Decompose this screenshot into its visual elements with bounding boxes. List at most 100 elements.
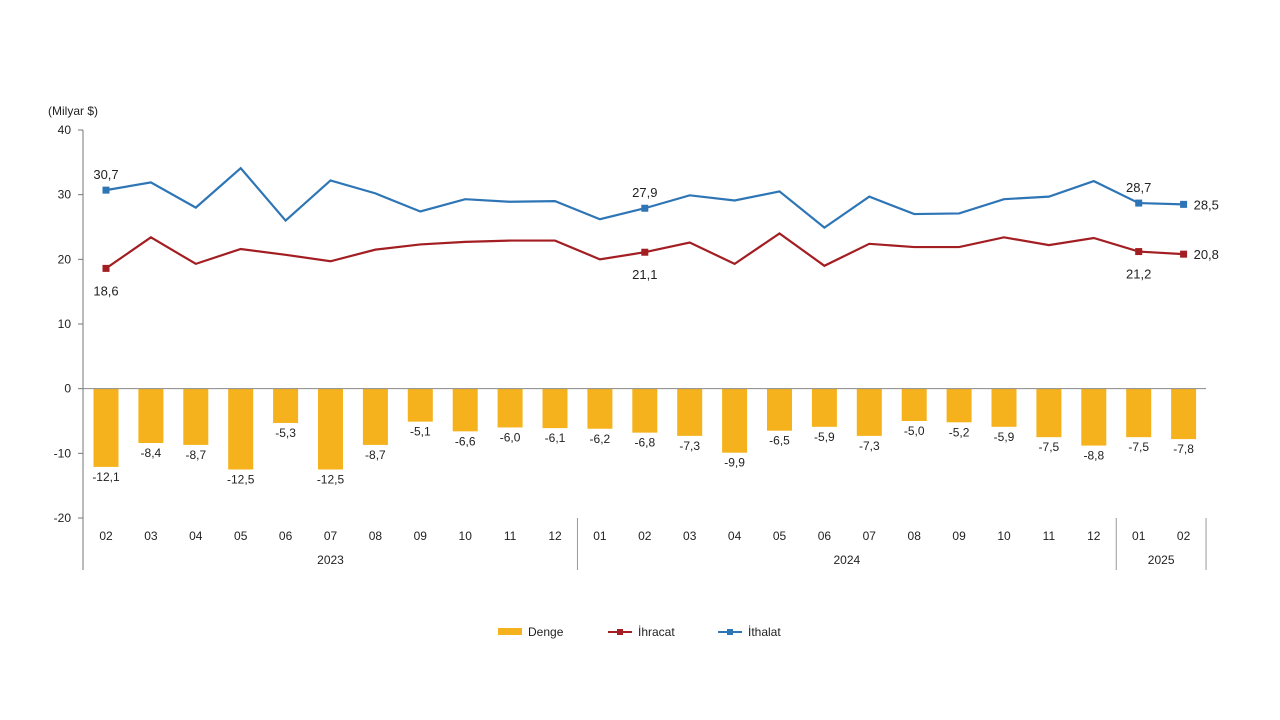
denge-bar	[1036, 388, 1062, 438]
denge-bar	[273, 388, 299, 423]
x-axis-category-label: 07	[863, 529, 877, 543]
denge-bar	[183, 388, 209, 445]
ihracat-point-label: 21,2	[1126, 267, 1151, 282]
denge-bar	[722, 388, 748, 453]
denge-bar-label: -6,0	[500, 430, 521, 444]
denge-bar-label: -6,5	[769, 434, 790, 448]
y-axis-tick-label: -20	[54, 511, 72, 525]
legend-label: İhracat	[638, 625, 675, 639]
legend-swatch-denge	[498, 628, 522, 635]
denge-bar	[946, 388, 972, 423]
denge-bar-label: -5,9	[994, 430, 1015, 444]
denge-bar-label: -12,1	[92, 470, 120, 484]
denge-bar	[542, 388, 568, 429]
x-axis-year-label: 2025	[1148, 553, 1175, 567]
x-axis-category-label: 11	[1043, 529, 1056, 543]
axes-layer: 40 30 20 10 0 -10 -20 02 03 04 05 06 07 08 09 10 11 12 01 0…	[54, 123, 1207, 570]
denge-bar-label: -7,3	[679, 439, 700, 453]
denge-bar	[407, 388, 433, 422]
legend-label: İthalat	[748, 625, 781, 639]
x-axis-category-label: 07	[324, 529, 338, 543]
ihracat-point-marker	[102, 264, 110, 272]
denge-bar	[677, 388, 703, 436]
ithalat-point-label: 28,5	[1194, 197, 1219, 212]
x-axis-category-label: 12	[1087, 529, 1101, 543]
ithalat-point-marker	[1135, 199, 1143, 207]
denge-bar-label: -7,5	[1128, 440, 1149, 454]
x-axis-category-label: 10	[997, 529, 1011, 543]
denge-bar	[318, 388, 343, 470]
bars-layer	[93, 388, 1197, 470]
x-axis-category-label: 11	[504, 529, 517, 543]
ihracat-point-label: 20,8	[1194, 247, 1219, 262]
denge-bar	[632, 388, 658, 433]
x-axis-category-label: 09	[952, 529, 966, 543]
lines-layer	[102, 166, 1188, 272]
denge-bar-label: -7,8	[1173, 442, 1194, 456]
x-axis-category-label: 06	[818, 529, 832, 543]
x-axis-category-label: 04	[728, 529, 742, 543]
x-axis-category-label: 02	[638, 529, 652, 543]
data-labels-layer: -12,1 -8,4 -8,7 -12,5 -5,3 -12,5 -8,7 -5,1 -6,6 -…	[92, 167, 1219, 486]
ihracat-point-marker	[1135, 248, 1143, 256]
legend-marker-ihracat	[617, 629, 623, 635]
denge-bar-label: -12,5	[227, 473, 255, 487]
x-axis-category-label: 12	[548, 529, 562, 543]
x-axis-category-label: 09	[414, 529, 428, 543]
x-axis-category-label: 05	[234, 529, 248, 543]
legend-marker-ithalat	[727, 629, 733, 635]
x-axis-year-label: 2024	[833, 553, 860, 567]
denge-bar-label: -12,5	[317, 473, 345, 487]
y-axis-tick-label: -10	[54, 446, 72, 460]
legend: Denge İhracat İthalat	[498, 625, 781, 639]
denge-bar-label: -8,7	[365, 448, 386, 462]
y-axis-tick-label: 30	[58, 188, 72, 202]
y-axis-unit-label: (Milyar $)	[48, 104, 98, 118]
denge-bar	[767, 388, 792, 431]
denge-bar	[901, 388, 927, 421]
x-axis-category-label: 10	[459, 529, 473, 543]
denge-bar	[452, 388, 478, 432]
denge-bar	[497, 388, 523, 428]
denge-bar-label: -5,1	[410, 425, 431, 439]
denge-bar	[991, 388, 1017, 427]
denge-bar-label: -6,2	[590, 432, 611, 446]
denge-bar-label: -9,9	[724, 456, 745, 470]
legend-label: Denge	[528, 625, 564, 639]
denge-bar-label: -5,0	[904, 424, 925, 438]
x-axis-category-label: 03	[144, 529, 158, 543]
x-axis-category-label: 06	[279, 529, 293, 543]
x-axis-category-label: 02	[1177, 529, 1191, 543]
denge-bar-label: -8,4	[141, 446, 162, 460]
denge-bar	[587, 388, 613, 429]
denge-bar	[138, 388, 164, 443]
x-axis-category-label: 08	[908, 529, 922, 543]
x-axis-category-label: 04	[189, 529, 203, 543]
denge-bar-label: -6,1	[545, 431, 566, 445]
denge-bar-label: -5,9	[814, 430, 835, 444]
denge-bar	[856, 388, 882, 436]
ithalat-point-label: 30,7	[93, 167, 118, 182]
y-axis-tick-label: 40	[58, 123, 72, 137]
ithalat-point-label: 27,9	[632, 185, 657, 200]
x-axis-category-label: 03	[683, 529, 697, 543]
denge-bar	[1081, 388, 1107, 446]
denge-bar-label: -6,6	[455, 434, 476, 448]
x-axis-category-label: 08	[369, 529, 383, 543]
ihracat-point-label: 21,1	[632, 267, 657, 282]
x-axis-category-label: 05	[773, 529, 787, 543]
x-axis-category-label: 01	[1132, 529, 1146, 543]
x-axis-category-label: 02	[99, 529, 113, 543]
y-axis-tick-label: 0	[64, 382, 71, 396]
y-axis-tick-label: 10	[58, 317, 72, 331]
denge-bar-label: -7,5	[1039, 440, 1060, 454]
denge-bar-label: -7,3	[859, 439, 880, 453]
x-axis-category-label: 01	[593, 529, 607, 543]
y-axis-tick-label: 20	[58, 252, 72, 266]
x-axis-year-label: 2023	[317, 553, 344, 567]
ithalat-point-marker	[641, 204, 649, 212]
denge-bar-label: -5,3	[275, 426, 296, 440]
denge-bar-label: -6,8	[634, 436, 655, 450]
ithalat-point-marker	[102, 186, 110, 194]
